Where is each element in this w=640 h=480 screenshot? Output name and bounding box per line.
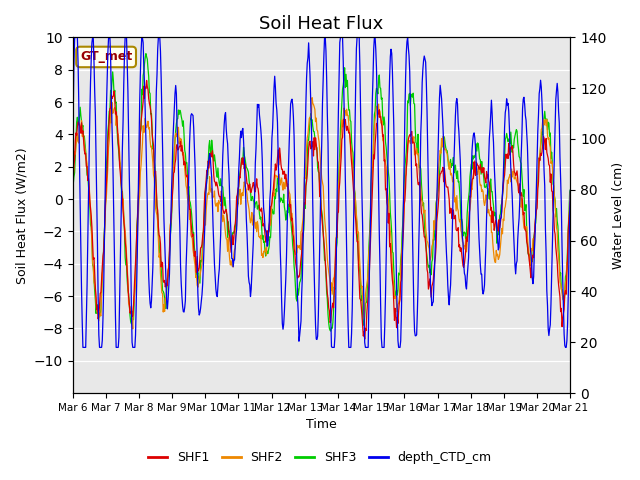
Title: Soil Heat Flux: Soil Heat Flux bbox=[259, 15, 383, 33]
Line: SHF1: SHF1 bbox=[72, 81, 570, 339]
Y-axis label: Water Level (cm): Water Level (cm) bbox=[612, 162, 625, 269]
Text: GT_met: GT_met bbox=[80, 50, 132, 63]
Line: SHF3: SHF3 bbox=[72, 54, 570, 331]
Y-axis label: Soil Heat Flux (W/m2): Soil Heat Flux (W/m2) bbox=[15, 147, 28, 284]
Line: SHF2: SHF2 bbox=[72, 97, 570, 329]
X-axis label: Time: Time bbox=[306, 419, 337, 432]
Legend: SHF1, SHF2, SHF3, depth_CTD_cm: SHF1, SHF2, SHF3, depth_CTD_cm bbox=[143, 446, 497, 469]
Line: depth_CTD_cm: depth_CTD_cm bbox=[72, 37, 570, 348]
